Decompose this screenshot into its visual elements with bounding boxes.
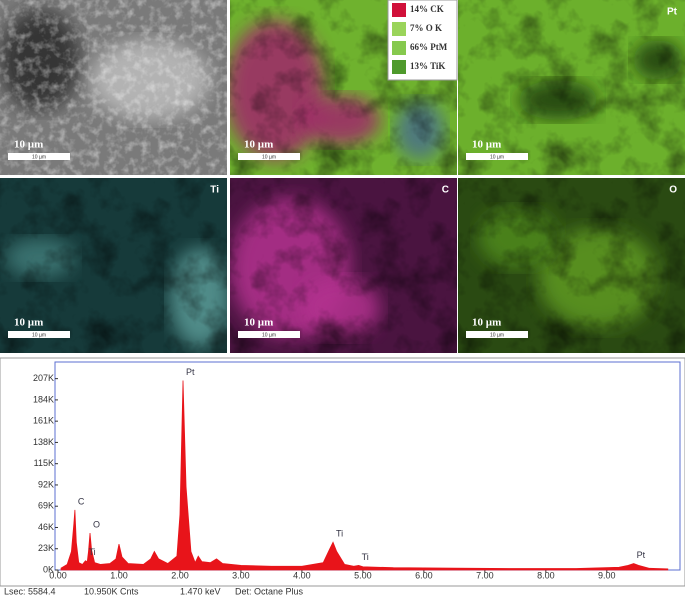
- scale-sub: 10 µm: [32, 154, 46, 160]
- peak-label: Pt: [186, 367, 195, 377]
- scale-label: 10 µm: [244, 317, 273, 329]
- x-tick-label: 4.00: [293, 570, 311, 580]
- scale-sub: 10 µm: [262, 332, 276, 338]
- y-tick-label: 161K: [33, 416, 54, 426]
- image-texture: [458, 178, 685, 353]
- legend-swatch: [392, 60, 406, 74]
- x-tick-label: 5.00: [354, 570, 372, 580]
- legend-swatch: [392, 22, 406, 36]
- scale-label: 10 µm: [472, 139, 501, 151]
- element-label: Pt: [667, 7, 678, 18]
- y-tick-label: 138K: [33, 437, 54, 447]
- y-tick-label: 184K: [33, 394, 54, 404]
- image-panel: 10 µm 10 µm O: [458, 178, 685, 353]
- scale-bar: [466, 153, 528, 160]
- element-label: Ti: [210, 185, 219, 196]
- scale-sub: 10 µm: [490, 154, 504, 160]
- scale-sub: 10 µm: [262, 154, 276, 160]
- x-tick-label: 3.00: [232, 570, 250, 580]
- peak-label: O: [93, 519, 100, 529]
- x-tick-label: 9.00: [598, 570, 616, 580]
- scale-bar: [8, 153, 70, 160]
- x-tick-label: 2.00: [171, 570, 189, 580]
- y-tick-label: 23K: [38, 543, 54, 553]
- scale-label: 10 µm: [14, 317, 43, 329]
- y-tick-label: 0K: [43, 564, 54, 574]
- image-panel: 10 µm 10 µm 14% CK 7% O K 66% PtM 13% TiK: [230, 0, 458, 175]
- scale-label: 10 µm: [244, 139, 273, 151]
- scale-sub: 10 µm: [490, 332, 504, 338]
- x-tick-label: 0.00: [49, 570, 67, 580]
- image-texture: [0, 0, 227, 175]
- x-tick-label: 8.00: [537, 570, 555, 580]
- peak-label: C: [78, 496, 85, 506]
- status-text: Det: Octane Plus: [235, 586, 304, 596]
- status-text: Lsec: 5584.4: [4, 586, 56, 596]
- image: [458, 178, 685, 353]
- image-panel: 10 µm 10 µm Pt: [458, 0, 685, 175]
- peak-label: Ti: [336, 529, 343, 539]
- legend-swatch: [392, 3, 406, 17]
- scale-bar: [466, 331, 528, 338]
- legend-text: 14% CK: [410, 4, 444, 14]
- scale-label: 10 µm: [472, 317, 501, 329]
- scale-bar: [238, 153, 300, 160]
- image: [230, 0, 457, 175]
- y-tick-label: 46K: [38, 522, 54, 532]
- y-tick-label: 69K: [38, 501, 54, 511]
- image-texture: [230, 178, 457, 353]
- legend-text: 7% O K: [410, 23, 442, 33]
- image-panel: 10 µm 10 µm C: [230, 178, 457, 353]
- image-panel: 10 µm 10 µm Ti: [0, 178, 227, 353]
- peak-label: Pt: [637, 550, 646, 560]
- peak-label: Ti: [88, 547, 95, 557]
- x-tick-label: 7.00: [476, 570, 494, 580]
- element-label: O: [669, 185, 677, 196]
- image-panel: 10 µm 10 µm: [0, 0, 227, 175]
- status-text: 1.470 keV: [180, 586, 221, 596]
- scale-bar: [238, 331, 300, 338]
- image-texture: [0, 178, 227, 353]
- element-label: C: [442, 185, 449, 196]
- image: [0, 0, 227, 175]
- y-tick-label: 207K: [33, 373, 54, 383]
- legend-text: 66% PtM: [410, 42, 448, 52]
- image: [458, 0, 685, 175]
- y-tick-label: 115K: [34, 458, 54, 468]
- scale-sub: 10 µm: [32, 332, 46, 338]
- image: [230, 178, 457, 353]
- legend-swatch: [392, 41, 406, 55]
- image-texture: [458, 0, 685, 175]
- plot-area: [54, 361, 681, 571]
- legend-text: 13% TiK: [410, 61, 445, 71]
- status-text: 10.950K Cnts: [84, 586, 139, 596]
- peak-label: Ti: [362, 552, 369, 562]
- scale-label: 10 µm: [14, 139, 43, 151]
- image: [0, 178, 227, 353]
- x-tick-label: 1.00: [110, 570, 128, 580]
- x-tick-label: 6.00: [415, 570, 433, 580]
- spectrum: [60, 380, 669, 571]
- y-tick-label: 92K: [38, 479, 54, 489]
- scale-bar: [8, 331, 70, 338]
